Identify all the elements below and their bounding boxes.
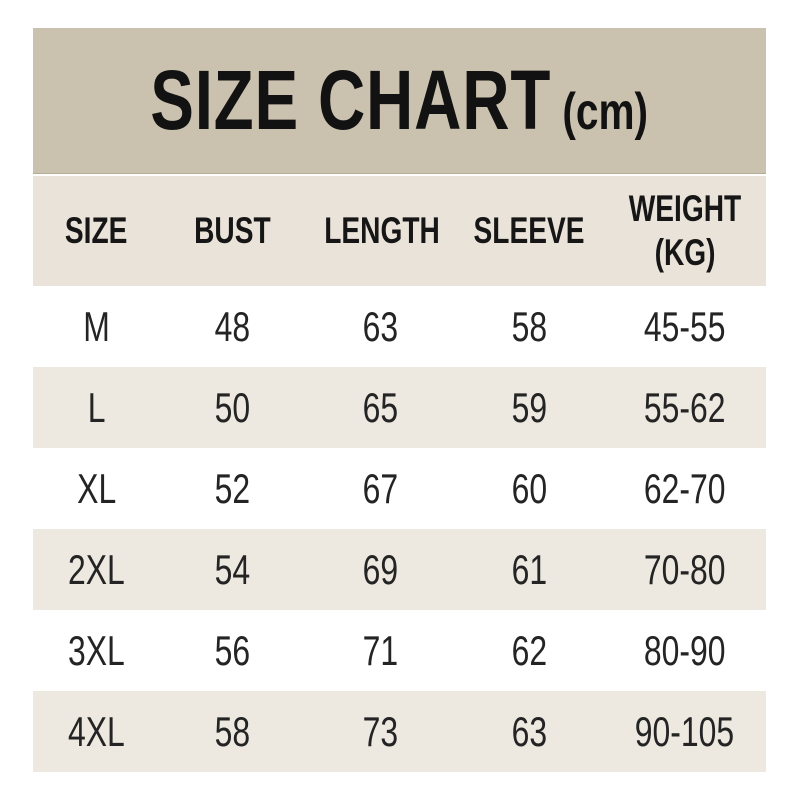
column-header-size: SIZE: [33, 210, 160, 252]
column-header-weight-label: WEIGHT: [628, 188, 741, 229]
cell-size: 2XL: [67, 545, 125, 593]
page-title: SIZE CHART (cm): [151, 52, 649, 149]
cell-sleeve: 63: [511, 707, 547, 755]
cell-length: 71: [362, 626, 399, 674]
cell-length: 67: [362, 464, 399, 512]
title-unit-text: (cm): [562, 83, 649, 141]
table-row-xl: XL 52 67 60 62-70: [33, 448, 766, 529]
cell-weight: 70-80: [643, 545, 726, 593]
column-header-sleeve-label: SLEEVE: [473, 210, 585, 251]
cell-weight: 90-105: [634, 707, 735, 755]
cell-sleeve: 61: [511, 545, 547, 593]
column-header-bust: BUST: [160, 210, 306, 252]
cell-length: 63: [362, 302, 399, 350]
column-header-bust-label: BUST: [194, 210, 272, 251]
cell-length: 65: [362, 383, 399, 431]
column-header-length: LENGTH: [306, 210, 456, 252]
cell-size: XL: [76, 464, 116, 512]
cell-size: 4XL: [67, 707, 125, 755]
cell-sleeve: 62: [511, 626, 547, 674]
cell-weight: 62-70: [643, 464, 726, 512]
cell-weight: 45-55: [643, 302, 726, 350]
table-row-l: L 50 65 59 55-62: [33, 367, 766, 448]
column-header-length-label: LENGTH: [323, 210, 440, 251]
cell-length: 69: [362, 545, 399, 593]
cell-bust: 50: [214, 383, 251, 431]
column-header-weight-sub-label: (KG): [654, 232, 716, 273]
cell-length: 73: [362, 707, 399, 755]
table-row-3xl: 3XL 56 71 62 80-90: [33, 610, 766, 691]
cell-size: 3XL: [67, 626, 125, 674]
title-band: SIZE CHART (cm): [33, 28, 766, 174]
cell-size: L: [87, 383, 106, 431]
cell-bust: 48: [214, 302, 251, 350]
cell-weight: 80-90: [643, 626, 726, 674]
cell-size: M: [83, 302, 110, 350]
cell-sleeve: 59: [511, 383, 547, 431]
cell-sleeve: 58: [511, 302, 547, 350]
cell-sleeve: 60: [511, 464, 547, 512]
cell-bust: 52: [214, 464, 251, 512]
table-row-2xl: 2XL 54 69 61 70-80: [33, 529, 766, 610]
table-row-4xl: 4XL 58 73 63 90-105: [33, 691, 766, 772]
cell-bust: 54: [214, 545, 251, 593]
cell-bust: 58: [214, 707, 251, 755]
table-row-m: M 48 63 58 45-55: [33, 286, 766, 367]
title-main-text: SIZE CHART: [150, 53, 552, 147]
cell-weight: 55-62: [643, 383, 726, 431]
table-header-row: SIZE BUST LENGTH SLEEVE WEIGHT (KG): [33, 176, 766, 286]
cell-bust: 56: [214, 626, 251, 674]
size-chart: SIZE CHART (cm) SIZE BUST LENGTH SLEEVE …: [33, 28, 766, 772]
column-header-weight: WEIGHT (KG): [603, 188, 766, 274]
column-header-sleeve: SLEEVE: [455, 210, 603, 252]
column-header-size-label: SIZE: [65, 210, 128, 251]
